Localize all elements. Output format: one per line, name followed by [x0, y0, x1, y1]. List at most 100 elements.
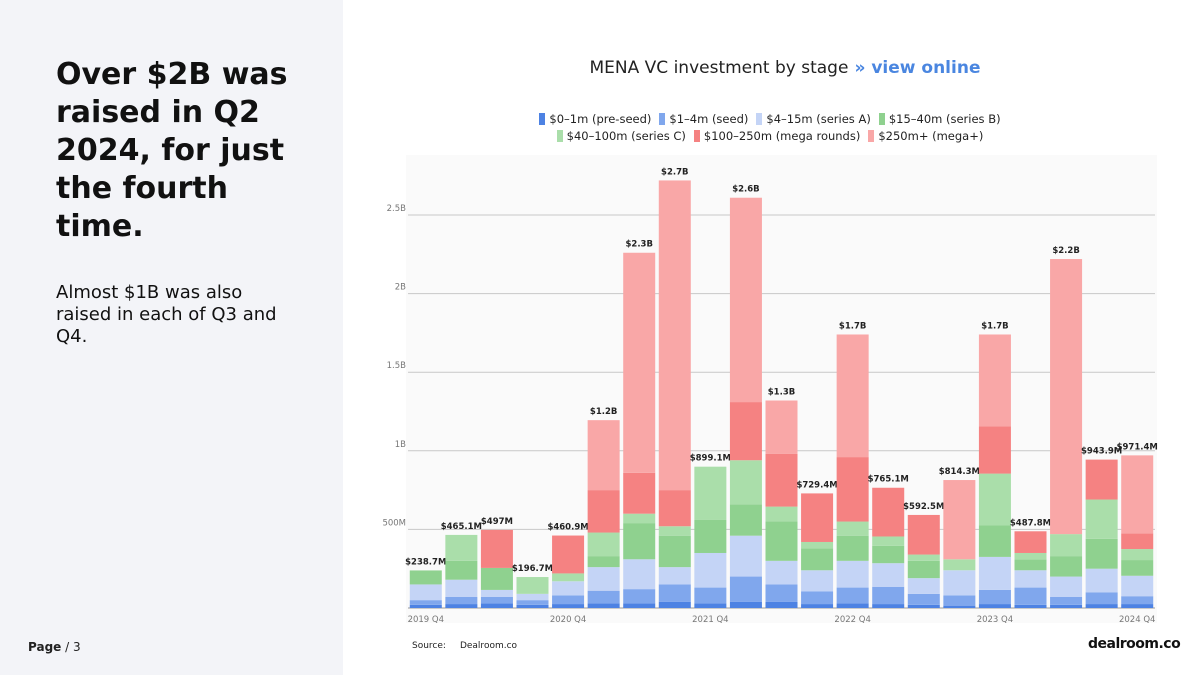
page-label: Page	[28, 640, 62, 654]
bar-segment	[552, 595, 585, 605]
bar-segment	[1121, 560, 1154, 576]
total-label: $2.3B	[625, 240, 652, 250]
headline: Over $2B was raised in Q2 2024, for just…	[56, 57, 288, 244]
bar-segment	[658, 490, 691, 527]
x-tick-label: 2021 Q4	[692, 615, 728, 625]
bar-segment	[978, 334, 1011, 427]
bar-segment	[587, 420, 620, 491]
bar-segment	[694, 587, 727, 604]
bar-segment	[658, 584, 691, 602]
bar-segment	[623, 589, 656, 604]
bar-segment	[1121, 549, 1154, 561]
legend-label: $15–40m (series B)	[888, 112, 1001, 126]
bar-segment	[836, 521, 869, 536]
x-tick-label: 2022 Q4	[834, 615, 870, 625]
bar-segment	[1050, 576, 1083, 597]
bar-segment	[658, 567, 691, 585]
bar-segment	[765, 601, 798, 608]
bar-segment	[943, 605, 976, 608]
total-label: $1.7B	[981, 321, 1008, 331]
bar-segment	[445, 596, 478, 605]
bar-segment	[836, 603, 869, 608]
bar-segment	[872, 586, 905, 605]
bar-segment	[1121, 455, 1154, 534]
bar-segment	[516, 600, 549, 605]
bar-segment	[658, 601, 691, 608]
bar-segment	[978, 426, 1011, 474]
bar-segment	[1085, 499, 1118, 539]
bar-segment	[409, 604, 442, 608]
bar-segment	[765, 521, 798, 561]
legend-swatch	[868, 130, 875, 142]
bar-segment	[1121, 575, 1154, 597]
bar-segment	[907, 578, 940, 594]
bar-segment	[1050, 259, 1083, 535]
total-label: $497M	[481, 517, 513, 527]
bar-segment	[729, 576, 762, 602]
bar-segment	[1014, 587, 1047, 605]
source: Source: Dealroom.co	[412, 641, 517, 651]
bar-segment	[801, 493, 834, 542]
total-label: $729.4M	[796, 480, 837, 490]
bar-segment	[587, 532, 620, 557]
bar-segment	[409, 600, 442, 605]
legend-swatch	[659, 113, 666, 125]
bar-segment	[1050, 596, 1083, 605]
legend-item: $15–40m (series B)	[878, 112, 1001, 126]
legend-swatch	[539, 113, 546, 125]
legend-item: $0–1m (pre-seed)	[539, 112, 651, 126]
legend-item: $250m+ (mega+)	[868, 129, 983, 143]
bar-segment	[1014, 552, 1047, 560]
legend-swatch	[693, 130, 700, 142]
bar-segment	[907, 554, 940, 561]
logo: dealroom.co	[1088, 636, 1181, 652]
bar-segment	[872, 545, 905, 564]
legend-label: $0–1m (pre-seed)	[549, 112, 652, 126]
view-online-link[interactable]: » view online	[854, 58, 981, 78]
bar-segment	[943, 570, 976, 596]
bar-segment	[480, 567, 513, 590]
bar-segment	[658, 180, 691, 491]
bar-segment	[658, 535, 691, 568]
legend-item: $100–250m (mega rounds)	[693, 129, 860, 143]
bar-segment	[907, 604, 940, 608]
bar-segment	[587, 556, 620, 568]
x-tick-label: 2024 Q4	[1119, 615, 1155, 625]
bar-segment	[694, 603, 727, 608]
bar-segment	[978, 473, 1011, 526]
bar-segment	[801, 604, 834, 608]
bar-segment	[765, 453, 798, 507]
total-label: $814.3M	[939, 467, 980, 477]
bar-segment	[801, 591, 834, 605]
bar-segment	[516, 604, 549, 608]
legend-label: $1–4m (seed)	[669, 112, 749, 126]
legend-swatch	[556, 130, 563, 142]
bar-segment	[836, 535, 869, 561]
page-number: Page / 3	[28, 640, 81, 654]
bar-segment	[1121, 604, 1154, 608]
bar-segment	[552, 581, 585, 596]
bar-segment	[587, 490, 620, 533]
y-tick-label: 1.5B	[387, 361, 407, 371]
bar-segment	[587, 603, 620, 608]
page-count: / 3	[65, 640, 81, 654]
source-label: Source:	[412, 641, 446, 651]
legend-item: $1–4m (seed)	[659, 112, 748, 126]
y-tick-label: 500M	[382, 518, 406, 528]
bar-segment	[623, 559, 656, 590]
bar-segment	[1085, 459, 1118, 500]
total-label: $2.2B	[1052, 246, 1079, 256]
bar-segment	[445, 560, 478, 580]
bar-segment	[1121, 533, 1154, 550]
bar-segment	[765, 506, 798, 522]
bar-segment	[623, 523, 656, 560]
bar-segment	[907, 560, 940, 579]
total-label: $460.9M	[547, 523, 588, 533]
bar-segment	[623, 472, 656, 514]
bar-segment	[445, 534, 478, 561]
total-label: $765.1M	[868, 475, 909, 485]
bar-segment	[978, 556, 1011, 590]
total-label: $2.7B	[661, 167, 688, 177]
bar-segment	[801, 548, 834, 571]
legend-swatch	[756, 113, 763, 125]
